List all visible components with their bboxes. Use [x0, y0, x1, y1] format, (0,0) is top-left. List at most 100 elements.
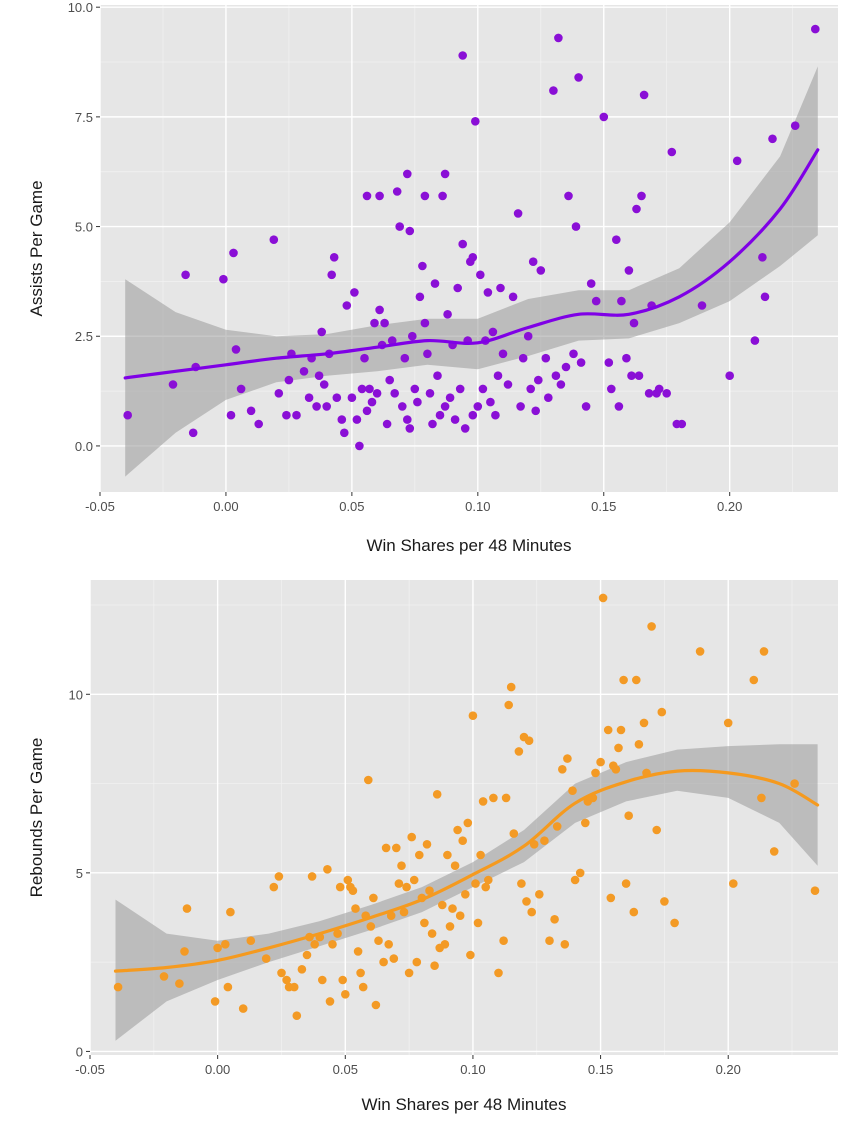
- rebounds-data-point: [629, 907, 639, 917]
- assists-data-point: [453, 283, 463, 293]
- assists-data-point: [544, 393, 553, 403]
- assists-data-point: [355, 441, 364, 451]
- rebounds-data-point: [333, 929, 342, 938]
- assists-data-point: [455, 384, 465, 394]
- rebounds-x-tick-label: 0.15: [588, 1062, 613, 1077]
- rebounds-data-point: [397, 861, 406, 870]
- assists-data-point: [571, 222, 581, 231]
- rebounds-data-point: [535, 890, 544, 899]
- rebounds-data-point: [445, 922, 455, 931]
- rebounds-data-point: [529, 840, 539, 849]
- rebounds-data-point: [182, 904, 192, 913]
- rebounds-data-point: [269, 882, 279, 892]
- assists-data-point: [327, 270, 337, 280]
- rebounds-data-point: [489, 793, 498, 803]
- assists-y-tick-label: 5.0: [75, 220, 93, 235]
- rebounds-data-point: [328, 940, 337, 949]
- rebounds-data-point: [524, 736, 534, 745]
- assists-data-point: [319, 380, 329, 389]
- assists-data-point: [768, 134, 777, 144]
- rebounds-data-point: [425, 886, 434, 895]
- rebounds-data-point: [473, 918, 483, 928]
- assists-data-point: [758, 252, 767, 262]
- rebounds-data-point: [621, 879, 631, 888]
- assists-data-point: [556, 380, 566, 389]
- assists-data-point: [496, 283, 505, 293]
- rebounds-data-point: [221, 940, 230, 949]
- rebounds-data-point: [323, 865, 332, 874]
- rebounds-data-point: [522, 897, 531, 906]
- assists-y-tick-label: 2.5: [75, 329, 93, 344]
- rebounds-data-point: [402, 882, 411, 892]
- assists-data-point: [607, 384, 616, 394]
- rebounds-y-axis-title: Rebounds Per Game: [27, 738, 46, 898]
- rebounds-data-point: [351, 904, 360, 913]
- assists-smooth-line: [123, 148, 820, 380]
- rebounds-data-point: [358, 982, 368, 992]
- rebounds-chart: -0.05 0.00 0.05 0.10 0.15 0.20 0 5 10 Win Shares …: [27, 580, 838, 1114]
- rebounds-data-point: [476, 850, 485, 860]
- assists-data-point: [347, 393, 357, 403]
- assists-data-point: [284, 375, 294, 385]
- rebounds-data-point: [616, 725, 626, 735]
- rebounds-data-point: [810, 886, 820, 895]
- rebounds-data-point: [591, 768, 600, 778]
- rebounds-data-point: [614, 743, 623, 753]
- assists-data-point: [274, 389, 284, 398]
- assists-data-point: [365, 384, 374, 394]
- assists-data-point: [337, 415, 347, 424]
- assists-data-point: [697, 301, 707, 310]
- rebounds-data-point: [598, 593, 608, 603]
- rebounds-data-point: [558, 765, 567, 774]
- assists-data-point: [637, 191, 646, 201]
- assists-chart: -0.05 0.00 0.05 0.10 0.15 0.20 0.0 2.5 5.0 7.5 10.…: [27, 0, 838, 555]
- rebounds-x-tick-label: 0.05: [333, 1062, 358, 1077]
- rebounds-data-point: [624, 811, 633, 820]
- assists-data-point: [627, 371, 636, 381]
- assists-x-tick-label: 0.20: [717, 499, 742, 514]
- rebounds-data-point: [325, 997, 335, 1006]
- rebounds-data-point: [274, 872, 284, 881]
- rebounds-data-point: [647, 622, 656, 631]
- assists-data-point: [403, 415, 412, 424]
- assists-data-point: [219, 274, 228, 284]
- rebounds-data-point: [394, 879, 404, 888]
- rebounds-data-point: [471, 879, 480, 888]
- rebounds-data-point: [499, 936, 508, 945]
- rebounds-data-point: [749, 675, 759, 685]
- rebounds-data-point: [466, 950, 475, 960]
- assists-data-point: [400, 353, 410, 363]
- rebounds-x-tick-label: 0.00: [205, 1062, 230, 1077]
- assists-y-tick-label: 10.0: [68, 0, 93, 15]
- assists-data-point: [410, 384, 420, 394]
- assists-x-tick-label: 0.10: [465, 499, 490, 514]
- assists-data-point: [639, 90, 649, 100]
- assists-y-tick-label: 7.5: [75, 110, 93, 125]
- assists-data-point: [398, 402, 407, 411]
- rebounds-data-point: [335, 882, 345, 892]
- assists-data-point: [614, 402, 624, 411]
- rebounds-data-point: [310, 940, 320, 949]
- rebounds-data-point: [506, 682, 516, 692]
- rebounds-data-point: [213, 943, 222, 953]
- assists-data-point: [604, 358, 614, 367]
- assists-data-point: [576, 358, 586, 367]
- rebounds-data-point: [504, 700, 513, 710]
- rebounds-data-point: [461, 890, 470, 899]
- rebounds-data-point: [619, 675, 628, 685]
- assists-data-point: [732, 156, 742, 166]
- rebounds-y-tick-label: 10: [69, 687, 83, 702]
- rebounds-data-point: [484, 875, 493, 885]
- assists-confidence-band: [125, 66, 818, 477]
- assists-data-point: [624, 266, 634, 275]
- assists-data-point: [360, 353, 369, 363]
- assists-data-point: [811, 24, 820, 34]
- assists-data-point: [629, 318, 639, 328]
- assists-data-point: [395, 222, 405, 231]
- rebounds-data-point: [514, 747, 524, 756]
- rebounds-data-point: [552, 822, 562, 831]
- assists-data-point: [405, 424, 415, 433]
- rebounds-data-point: [560, 940, 570, 949]
- assists-data-point: [367, 397, 377, 407]
